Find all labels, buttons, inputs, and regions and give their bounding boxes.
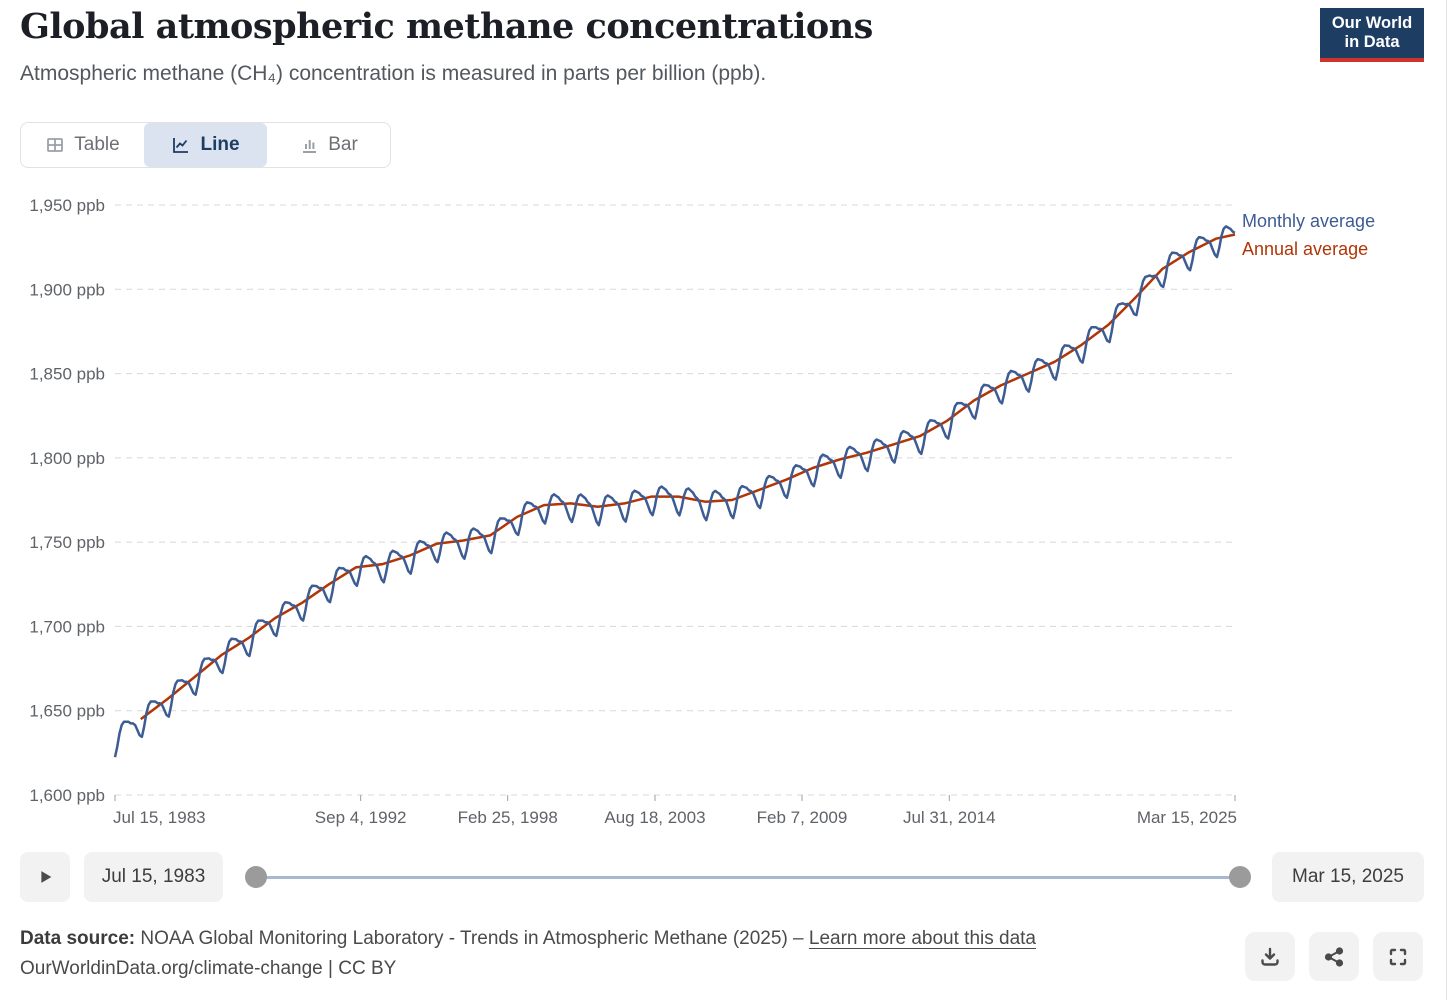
data-source-text: NOAA Global Monitoring Laboratory - Tren… (135, 928, 809, 949)
tab-bar[interactable]: Bar (267, 123, 390, 167)
fullscreen-button[interactable] (1373, 932, 1423, 981)
tab-line[interactable]: Line (144, 123, 267, 167)
monthly-average-line[interactable] (113, 225, 1236, 758)
slider-handle-end[interactable] (1229, 866, 1251, 888)
chart-type-tabs: Table Line Bar (20, 122, 391, 168)
slider-track[interactable] (256, 875, 1240, 879)
owid-logo-line2: in Data (1344, 33, 1400, 51)
play-button[interactable] (20, 852, 70, 902)
x-axis-label: Mar 15, 2025 (1137, 808, 1237, 827)
x-axis-label: Feb 7, 2009 (757, 808, 848, 827)
fullscreen-icon (1389, 948, 1407, 965)
legend-item-annual-average[interactable]: Annual average (1242, 239, 1369, 259)
x-axis-label: Jul 31, 2014 (903, 808, 996, 827)
learn-more-link[interactable]: Learn more about this data (808, 928, 1036, 949)
tab-line-label: Line (200, 134, 240, 155)
legend-item-monthly-average[interactable]: Monthly average (1242, 211, 1376, 231)
chart-legend: Monthly average Annual average (1242, 210, 1375, 261)
y-axis-label: 1,850 ppb (29, 365, 105, 384)
bar-chart-icon (303, 140, 317, 153)
tab-table[interactable]: Table (21, 123, 144, 167)
share-icon (1324, 946, 1344, 967)
y-axis-label: 1,750 ppb (29, 533, 105, 552)
tab-table-label: Table (74, 134, 120, 155)
owid-logo-line1: Our World (1331, 14, 1413, 32)
page-edge-divider (1446, 0, 1447, 1000)
x-axis-label: Aug 18, 2003 (604, 808, 705, 827)
play-icon (41, 871, 52, 883)
owid-logo[interactable]: Our World in Data (1320, 8, 1424, 62)
timeline-slider[interactable] (244, 852, 1252, 902)
annual-average-line[interactable] (140, 233, 1236, 721)
attribution-line: OurWorldinData.org/climate-change | CC B… (20, 958, 397, 979)
x-axis-label: Feb 25, 1998 (458, 808, 558, 827)
table-icon (47, 138, 64, 152)
page-subtitle: Atmospheric methane (CH₄) concentration … (20, 62, 767, 85)
download-button[interactable] (1245, 932, 1295, 981)
tab-bar-label: Bar (328, 134, 358, 155)
chart-area: 1,600 ppb 1,650 ppb 1,700 ppb 1,750 ppb 1,80… (0, 190, 1455, 850)
y-axis-label: 1,600 ppb (29, 786, 105, 805)
page-title: Global atmospheric methane concentration… (20, 6, 873, 47)
start-date-button[interactable]: Jul 15, 1983 (84, 852, 223, 902)
end-date-button[interactable]: Mar 15, 2025 (1272, 852, 1424, 902)
y-axis-label: 1,950 ppb (29, 196, 105, 215)
methane-line-chart-plot[interactable]: 1,600 ppb 1,650 ppb 1,700 ppb 1,750 ppb 1,80… (0, 190, 1455, 850)
y-axis-label: 1,700 ppb (29, 617, 105, 636)
download-icon (1261, 947, 1279, 966)
x-axis-label: Sep 4, 1992 (315, 808, 407, 827)
data-source-label: Data source: (20, 928, 136, 949)
line-chart-icon (173, 138, 189, 153)
y-axis-label: 1,650 ppb (29, 702, 105, 721)
x-axis-label: Jul 15, 1983 (113, 808, 206, 827)
data-source-line: Data source: NOAA Global Monitoring Labo… (20, 928, 1036, 950)
y-axis-label: 1,800 ppb (29, 449, 105, 468)
slider-handle-start[interactable] (245, 866, 267, 888)
share-button[interactable] (1309, 932, 1359, 981)
y-axis-label: 1,900 ppb (29, 280, 105, 299)
